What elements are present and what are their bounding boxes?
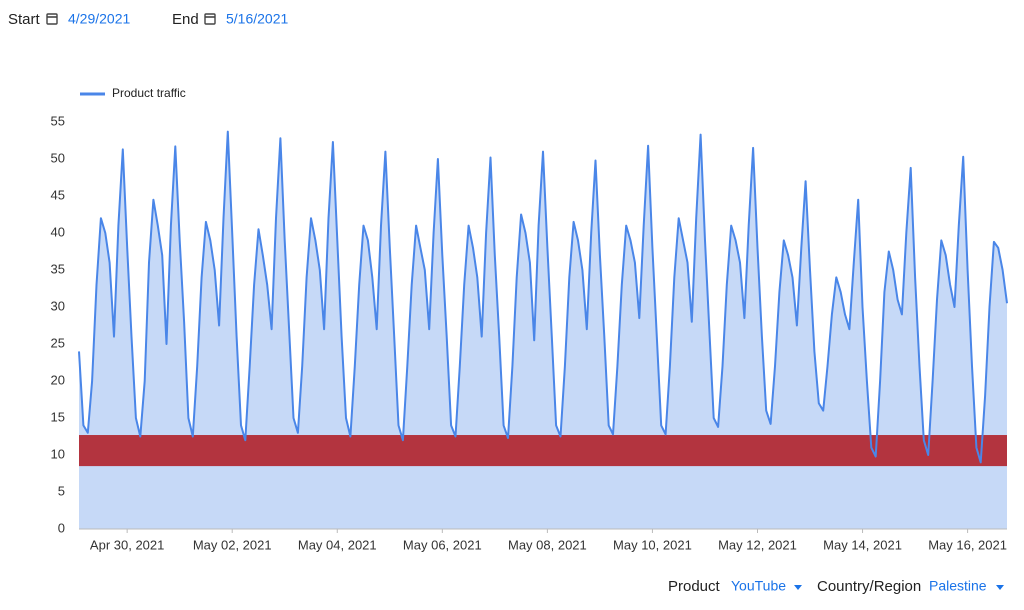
dropdown-arrow[interactable] (794, 585, 802, 590)
line (78, 130, 1008, 464)
y-tick-label: 30 (51, 298, 65, 313)
y-tick-label: 25 (51, 335, 65, 350)
end-label: End (172, 11, 199, 28)
area (79, 131, 1007, 529)
x-tick-label: May 14, 2021 (823, 537, 902, 552)
end-date[interactable]: 5/16/2021 (226, 11, 288, 27)
dropdown-arrow[interactable] (996, 585, 1004, 590)
region-label: Country/Region (817, 578, 921, 595)
x-tick-label: May 04, 2021 (298, 537, 377, 552)
x-tick-label: Apr 30, 2021 (90, 537, 164, 552)
start-label: Start (8, 11, 41, 28)
y-tick-label: 0 (58, 520, 65, 535)
legend-label: Product traffic (112, 86, 186, 100)
y-tick-label: 15 (51, 409, 65, 424)
band (79, 435, 1007, 467)
y-tick-label: 10 (51, 446, 65, 461)
y-tick-label: 35 (51, 261, 65, 276)
y-tick-label: 45 (51, 187, 65, 202)
start-date[interactable]: 4/29/2021 (68, 11, 130, 27)
x-tick-label: May 10, 2021 (613, 537, 692, 552)
calendar-icon[interactable] (204, 13, 216, 25)
x-tick-label: May 08, 2021 (508, 537, 587, 552)
x-tick-label: May 12, 2021 (718, 537, 797, 552)
x-tick-label: May 16, 2021 (928, 537, 1007, 552)
y-tick-label: 40 (51, 224, 65, 239)
y-tick-label: 5 (58, 483, 65, 498)
x-tick-label: May 02, 2021 (193, 537, 272, 552)
product-label: Product (668, 578, 721, 595)
y-tick-label: 50 (51, 150, 65, 165)
calendar-icon[interactable] (46, 13, 58, 25)
region-dropdown[interactable]: Palestine (929, 578, 987, 594)
product-dropdown[interactable]: YouTube (731, 578, 786, 594)
y-tick-label: 20 (51, 372, 65, 387)
y-tick-label: 55 (51, 113, 65, 128)
x-tick-label: May 06, 2021 (403, 537, 482, 552)
plot: 0 5 10 15 20 25 30 35 40 45 50 55 Apr 30, 2021 May 02… (51, 86, 1008, 552)
